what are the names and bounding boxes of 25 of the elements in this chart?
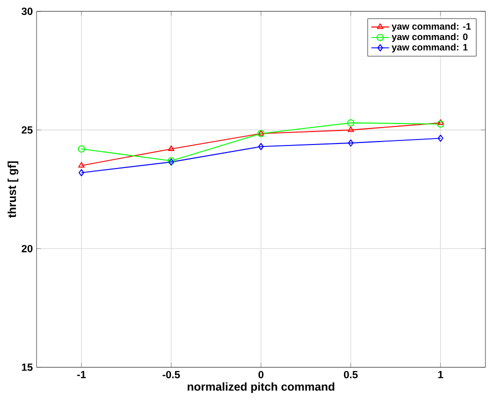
y-tick-label: 20 (22, 245, 32, 252)
point (258, 143, 264, 150)
point (347, 119, 354, 127)
x-tick-label: -1 (77, 371, 86, 378)
x-tick-label: 1 (438, 371, 444, 378)
point (348, 126, 354, 132)
y-tick-label: 30 (22, 8, 32, 16)
legend-label: yaw command: -1 (392, 22, 471, 32)
point (436, 120, 444, 128)
legend-label: yaw command: 0 (392, 33, 468, 42)
point (437, 119, 444, 126)
x-tick-label: 0.5 (344, 371, 358, 378)
point (78, 169, 84, 176)
point (348, 140, 354, 147)
legend-label: yaw command: 1 (392, 44, 468, 53)
point (78, 146, 86, 153)
point (438, 134, 444, 142)
y-tick-label: 25 (22, 126, 33, 134)
y-tick-label: 15 (22, 364, 33, 372)
x-axis-title: normalized pitch command (188, 382, 334, 394)
point (78, 162, 85, 168)
x-tick-label: -0.5 (162, 371, 180, 378)
y-axis-title: thrust [ gf] (8, 162, 18, 218)
x-tick-label: 0 (258, 371, 264, 378)
point (168, 146, 174, 152)
